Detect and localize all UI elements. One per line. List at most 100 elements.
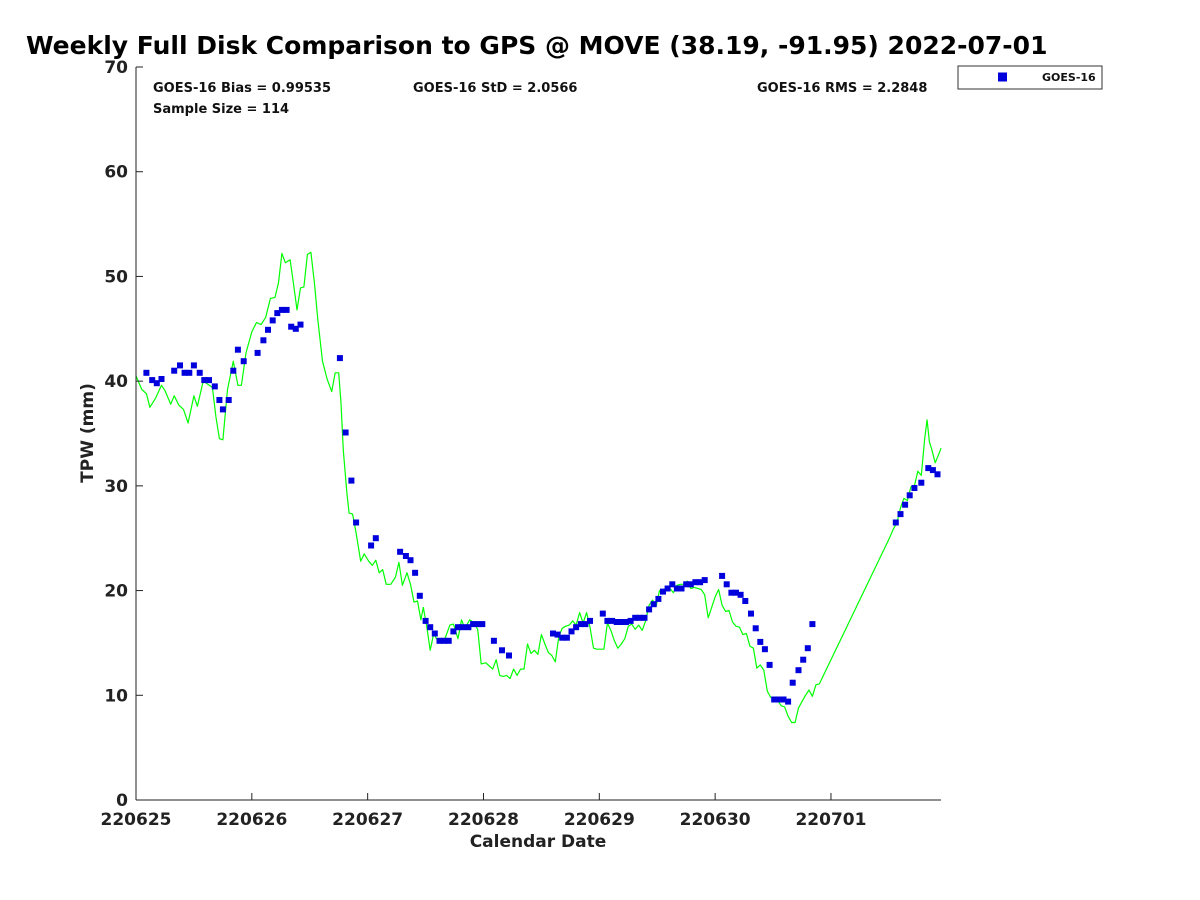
data-point-goes16-92 (737, 591, 744, 598)
data-point-goes16-53 (490, 637, 497, 644)
data-point-goes16-54 (499, 647, 505, 654)
data-point-goes16-105 (800, 656, 807, 663)
data-point-goes16-65 (599, 610, 606, 617)
stat-rms: GOES-16 RMS = 2.2848 (757, 81, 927, 96)
x-tick-label-0: 220625 (101, 810, 172, 830)
data-point-goes16-5 (177, 362, 183, 369)
data-point-goes16-46 (450, 628, 457, 635)
data-point-goes16-4 (171, 367, 178, 374)
data-point-goes16-39 (416, 592, 423, 599)
data-point-goes16-112 (911, 485, 918, 491)
data-point-goes16-58 (559, 634, 566, 641)
data-point-goes16-38 (412, 569, 419, 576)
data-point-goes16-10 (201, 377, 208, 384)
data-point-goes16-2 (153, 380, 160, 387)
data-point-goes16-116 (934, 471, 941, 478)
x-axis-label: Calendar Date (470, 832, 607, 852)
data-point-goes16-22 (269, 317, 276, 324)
data-point-goes16-1 (149, 377, 156, 384)
data-point-goes16-62 (577, 621, 584, 628)
chart-title: Weekly Full Disk Comparison to GPS @ MOV… (26, 31, 1047, 60)
data-point-goes16-113 (918, 479, 925, 486)
data-point-goes16-55 (506, 652, 512, 659)
data-point-goes16-21 (265, 326, 271, 333)
data-point-goes16-79 (664, 585, 671, 592)
x-tick-label-5: 220630 (680, 810, 751, 830)
data-point-goes16-14 (219, 406, 226, 413)
data-point-goes16-87 (701, 577, 708, 584)
data-point-goes16-56 (550, 630, 556, 637)
data-point-goes16-103 (789, 679, 796, 686)
data-point-goes16-71 (627, 617, 634, 624)
data-point-goes16-13 (216, 397, 223, 403)
data-point-goes16-51 (474, 621, 481, 628)
x-tick-label-4: 220629 (564, 810, 635, 830)
legend-marker-goes16 (998, 72, 1007, 82)
data-point-goes16-18 (240, 358, 247, 365)
data-point-goes16-37 (407, 557, 414, 564)
data-point-goes16-63 (582, 621, 589, 628)
x-tick-label-2: 220627 (332, 810, 403, 830)
x-ticks: 220625 220626 220627 220628 220629 220630 2207… (101, 793, 866, 830)
data-point-goes16-80 (669, 581, 676, 588)
data-point-goes16-17 (234, 346, 241, 353)
plot-area (136, 67, 941, 800)
data-point-goes16-9 (196, 369, 203, 376)
data-point-goes16-102 (785, 698, 792, 705)
data-point-goes16-47 (455, 624, 461, 631)
data-point-goes16-57 (554, 631, 561, 638)
data-point-goes16-41 (427, 624, 434, 631)
stat-bias: GOES-16 Bias = 0.99535 (153, 81, 331, 96)
data-point-goes16-31 (348, 477, 355, 484)
data-point-goes16-34 (372, 535, 379, 542)
data-point-goes16-35 (397, 548, 404, 555)
data-point-goes16-30 (342, 429, 349, 436)
data-point-goes16-44 (441, 637, 448, 644)
y-tick-label-6: 60 (104, 163, 128, 183)
data-point-goes16-88 (719, 572, 726, 579)
data-point-goes16-33 (368, 542, 375, 549)
data-point-goes16-12 (211, 383, 218, 390)
data-point-goes16-91 (733, 589, 739, 596)
legend: GOES-16 (957, 65, 1103, 90)
data-point-goes16-111 (906, 492, 913, 499)
data-point-goes16-84 (687, 581, 694, 588)
data-point-goes16-90 (728, 589, 735, 596)
data-point-goes16-3 (158, 376, 165, 382)
data-point-goes16-106 (804, 645, 811, 652)
data-point-goes16-27 (292, 325, 299, 332)
data-point-goes16-15 (225, 397, 232, 403)
data-point-goes16-19 (254, 349, 261, 356)
stat-sample-size: Sample Size = 114 (153, 102, 289, 117)
y-ticks: 0 10 20 30 40 50 60 70 (104, 58, 143, 811)
data-point-goes16-66 (604, 617, 611, 624)
y-tick-label-1: 10 (104, 686, 128, 706)
y-tick-label-7: 70 (104, 58, 128, 78)
data-point-goes16-11 (206, 377, 212, 384)
data-point-goes16-115 (929, 467, 936, 474)
data-point-goes16-114 (925, 465, 932, 472)
data-point-goes16-72 (632, 614, 639, 621)
series-line-gps (135, 251, 942, 724)
data-point-goes16-25 (283, 306, 290, 313)
y-tick-label-2: 20 (104, 582, 128, 602)
data-point-goes16-76 (650, 601, 657, 608)
data-point-goes16-94 (748, 610, 754, 617)
data-point-goes16-45 (445, 637, 452, 644)
data-point-goes16-69 (618, 619, 625, 625)
data-point-goes16-24 (278, 306, 285, 313)
data-point-goes16-82 (678, 585, 685, 592)
y-tick-label-0: 0 (116, 791, 128, 811)
y-tick-label-3: 30 (104, 477, 128, 497)
data-point-goes16-100 (775, 696, 782, 703)
data-point-goes16-49 (465, 624, 472, 631)
data-point-goes16-60 (568, 628, 575, 635)
data-point-goes16-67 (609, 617, 616, 624)
data-point-goes16-77 (655, 595, 662, 602)
data-point-goes16-52 (479, 621, 486, 628)
data-point-goes16-104 (795, 667, 802, 674)
data-point-goes16-48 (459, 624, 466, 631)
data-point-goes16-98 (766, 661, 773, 668)
data-point-goes16-83 (683, 581, 690, 588)
